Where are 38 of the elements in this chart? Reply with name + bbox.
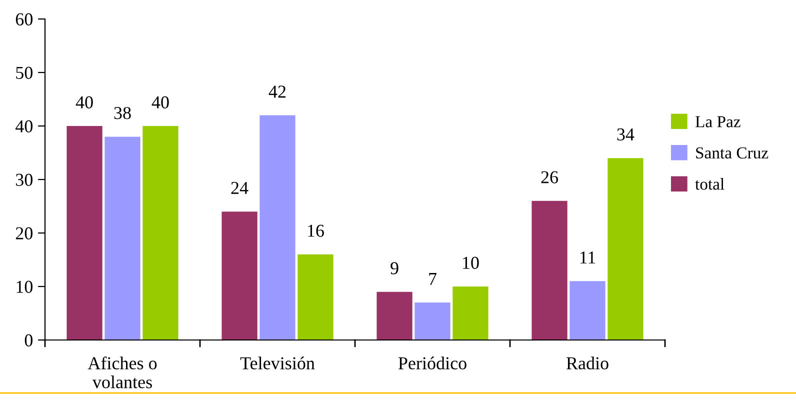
bar — [532, 200, 568, 340]
bar — [298, 254, 334, 340]
bar — [570, 281, 606, 340]
data-label: 38 — [114, 106, 131, 120]
bar — [104, 136, 140, 340]
data-label: 16 — [308, 224, 324, 237]
bar — [260, 115, 296, 340]
bar — [608, 158, 644, 340]
y-tick-label: 40 — [15, 120, 33, 132]
bar — [66, 126, 102, 340]
data-label: 42 — [268, 86, 286, 98]
y-tick-label: 0 — [24, 334, 33, 346]
data-label: 40 — [76, 96, 93, 108]
bar — [452, 286, 488, 340]
x-tick-label: Televisión — [240, 356, 315, 370]
y-tick-label: 20 — [16, 227, 33, 240]
y-tick-label: 60 — [16, 13, 33, 26]
data-label: 34 — [617, 128, 634, 141]
data-label: 10 — [463, 256, 479, 269]
bar — [414, 302, 450, 340]
bar — [142, 126, 178, 340]
bar — [222, 212, 258, 340]
y-tick-label: 30 — [16, 174, 33, 186]
data-label: 11 — [580, 251, 596, 264]
legend-label: Santa Cruz — [696, 147, 768, 159]
data-label: 26 — [541, 171, 558, 184]
data-label: 40 — [152, 96, 169, 108]
bar — [376, 292, 412, 340]
y-tick-label: 50 — [16, 66, 33, 79]
x-tick-label: Radio — [566, 356, 608, 370]
x-tick-label: Periódico — [398, 356, 466, 370]
y-tick-label: 10 — [16, 280, 33, 293]
data-label: 24 — [231, 182, 248, 194]
data-label: 9 — [390, 262, 398, 274]
x-tick-label: Afiches o volantes — [88, 356, 157, 388]
data-label: 7 — [429, 272, 436, 285]
legend-label: La Paz — [695, 116, 740, 128]
legend-label: total — [695, 178, 724, 190]
